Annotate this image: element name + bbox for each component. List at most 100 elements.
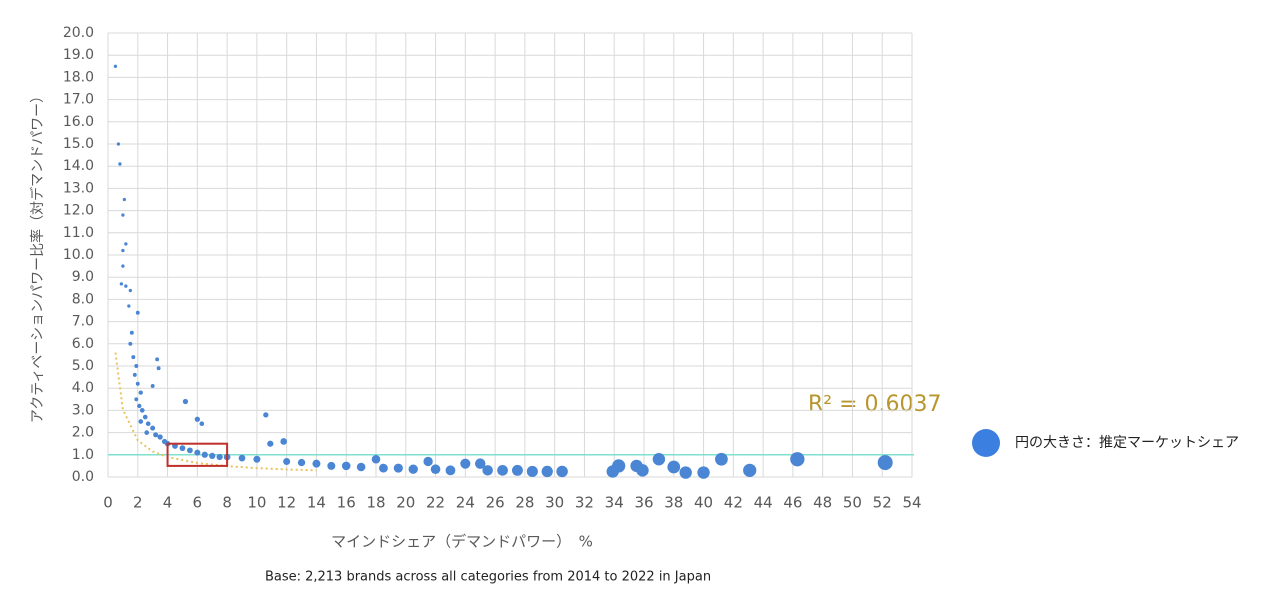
x-tick-label: 34	[605, 494, 624, 512]
bubble	[128, 288, 133, 293]
x-tick-label: 12	[277, 494, 296, 512]
bubble	[124, 284, 128, 288]
x-tick-label: 50	[843, 494, 862, 512]
bubble	[460, 458, 471, 469]
x-tick-label: 4	[163, 494, 173, 512]
bubble	[283, 457, 291, 465]
x-tick-label: 0	[103, 494, 113, 512]
x-tick-label: 38	[664, 494, 683, 512]
bubble	[697, 466, 710, 479]
bubble	[430, 464, 441, 475]
bubble	[186, 447, 193, 454]
bubble	[138, 419, 144, 424]
bubble	[715, 452, 728, 466]
bubble	[482, 465, 493, 476]
bubble	[179, 445, 186, 452]
y-tick-label: 7.0	[72, 314, 94, 330]
bubble	[652, 453, 666, 466]
x-tick-label: 20	[396, 494, 415, 512]
bubble	[119, 282, 124, 286]
x-tick-label: 18	[366, 494, 385, 512]
bubble	[263, 412, 269, 418]
bubble	[267, 440, 274, 447]
x-tick-label: 2	[133, 494, 143, 512]
bubble	[128, 341, 133, 346]
r-squared: R² = 0.6037	[808, 392, 942, 417]
bubble	[138, 390, 143, 395]
y-tick-label: 15.0	[63, 136, 94, 152]
bubble	[297, 458, 306, 467]
y-tick-label: 0.0	[72, 469, 94, 485]
bubble	[124, 242, 128, 246]
y-tick-label: 2.0	[72, 425, 94, 441]
bubble	[153, 432, 159, 438]
x-tick-label: 22	[426, 494, 445, 512]
x-tick-label: 8	[222, 494, 232, 512]
bubble	[341, 461, 351, 471]
bubble	[132, 372, 137, 377]
x-tick-label: 52	[873, 494, 892, 512]
bubble	[127, 304, 131, 308]
y-tick-label: 10.0	[63, 247, 94, 263]
bubble	[327, 461, 336, 470]
bubble	[182, 398, 189, 405]
footnote: Base: 2,213 brands across all categories…	[265, 570, 711, 585]
x-tick-label: 42	[724, 494, 743, 512]
bubble	[312, 459, 321, 468]
bubble	[556, 465, 568, 478]
bubble	[134, 397, 139, 402]
bubble	[371, 454, 381, 464]
bubble	[356, 462, 366, 472]
bubble	[253, 455, 261, 463]
bubble	[209, 452, 216, 460]
bubble	[497, 464, 508, 476]
x-tick-label: 28	[515, 494, 534, 512]
legend-marker	[972, 429, 1000, 457]
highlight-box	[166, 442, 229, 467]
bubble	[135, 310, 140, 315]
y-tick-label: 5.0	[72, 358, 94, 374]
x-axis-label: マインドシェア（デマンドパワー） %	[331, 533, 593, 551]
bubble	[137, 403, 142, 409]
x-tick-label: 46	[783, 494, 802, 512]
y-tick-label: 3.0	[72, 402, 94, 418]
bubble	[280, 438, 288, 445]
x-tick-label: 14	[307, 494, 326, 512]
x-tick-label: 48	[813, 494, 832, 512]
bubble	[156, 366, 161, 371]
bubble	[131, 355, 136, 360]
bubble	[135, 381, 140, 386]
bubble	[636, 464, 649, 477]
x-tick-label: 32	[575, 494, 594, 512]
bubble	[445, 465, 456, 476]
x-tick-label: 16	[337, 494, 356, 512]
x-tick-label: 30	[545, 494, 564, 512]
bubble	[150, 425, 156, 431]
bubble	[199, 421, 205, 427]
bubble	[194, 449, 201, 456]
bubble	[679, 466, 692, 479]
y-tick-label: 13.0	[63, 180, 94, 196]
x-tick-label: 54	[902, 494, 921, 512]
bubble	[667, 460, 681, 474]
bubble	[201, 451, 208, 458]
y-tick-label: 19.0	[63, 47, 94, 63]
y-tick-label: 6.0	[72, 336, 94, 352]
bubble	[743, 463, 757, 477]
bubble	[194, 416, 200, 422]
bubble	[122, 197, 127, 202]
bubble	[526, 465, 538, 477]
bubble	[790, 452, 805, 467]
y-tick-label: 20.0	[63, 25, 94, 41]
bubble	[612, 459, 626, 473]
bubble	[511, 464, 523, 476]
y-tick-label: 8.0	[72, 291, 94, 307]
bubble	[121, 248, 125, 253]
y-tick-label: 18.0	[63, 69, 94, 85]
bubble	[134, 364, 139, 368]
trendline	[114, 352, 317, 472]
bubble	[113, 64, 118, 68]
y-tick-label: 9.0	[72, 269, 94, 285]
y-tick-label: 12.0	[63, 203, 94, 219]
